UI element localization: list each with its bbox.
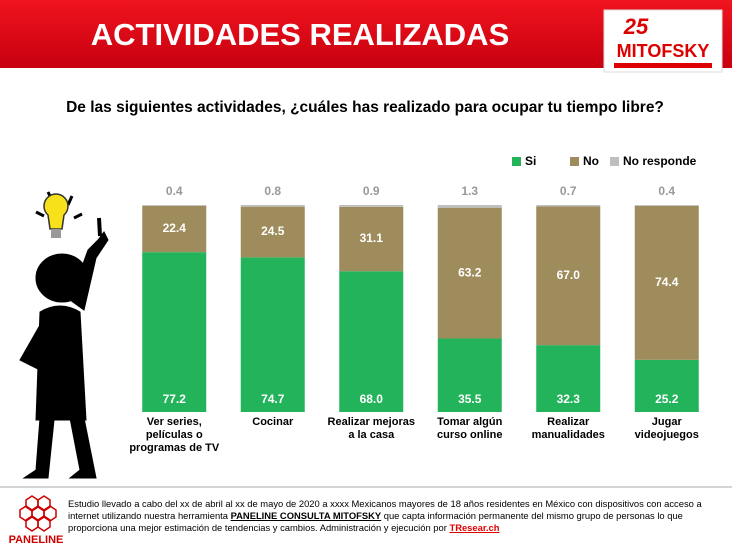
bar-segment	[339, 205, 404, 207]
bar-segment	[437, 205, 502, 208]
value-label: 35.5	[458, 392, 482, 406]
legend-label: No responde	[623, 154, 697, 168]
footer-note: Estudio llevado a cabo del xx de abril a…	[68, 498, 724, 534]
value-label: 63.2	[458, 265, 482, 279]
value-label: 31.1	[360, 231, 384, 245]
value-label: 25.2	[655, 392, 679, 406]
legend-label: No	[583, 154, 599, 168]
bar-segment	[634, 205, 699, 360]
x-tick-label: Realizar manualidades	[531, 416, 605, 441]
value-label: 0.4	[658, 184, 675, 198]
paneline-logo	[19, 495, 57, 532]
logo-box	[603, 9, 723, 73]
bar-segment	[437, 207, 502, 339]
figure	[19, 191, 109, 479]
value-label: 22.4	[163, 221, 187, 235]
footer-text: que capta información permanente del mis…	[68, 510, 683, 533]
bar-segment	[634, 205, 699, 206]
value-label: 74.4	[655, 275, 679, 289]
value-label: 77.2	[163, 392, 187, 406]
value-label: 68.0	[360, 392, 384, 406]
footer-text: Estudio llevado a cabo del xx de abril a…	[68, 498, 702, 521]
x-tick-label: Realizar mejoras a la casa	[327, 416, 415, 441]
bar-segment	[142, 252, 207, 412]
footer-logo: PANELINE	[9, 534, 64, 546]
value-label: 32.3	[557, 392, 581, 406]
x-tick-label: Ver series, películas o programas de TV	[129, 416, 220, 454]
legend-label: Si	[525, 154, 536, 168]
legend-swatch	[570, 157, 579, 166]
value-label: 74.7	[261, 392, 285, 406]
value-label: 0.8	[264, 184, 281, 198]
value-label: 24.5	[261, 224, 285, 238]
bar-segment	[536, 206, 601, 346]
legend-swatch	[512, 157, 521, 166]
logo-bar	[614, 63, 712, 68]
x-tick-label: Jugar videojuegos	[634, 416, 699, 441]
bar-segment	[240, 257, 305, 412]
bar-segment	[536, 205, 601, 207]
header-title: ACTIVIDADES REALIZADAS	[91, 17, 510, 52]
x-tick-label: Cocinar	[252, 416, 294, 428]
bar-segment	[339, 271, 404, 412]
value-label: 0.7	[560, 184, 577, 198]
value-label: 0.4	[166, 184, 183, 198]
bar-segment	[240, 206, 305, 258]
value-label: 67.0	[557, 268, 581, 282]
logo-number: 25	[623, 14, 649, 39]
x-tick-label: Tomar algún curso online	[437, 416, 503, 441]
bar-segment	[634, 359, 699, 412]
bar-segment	[142, 205, 207, 253]
footer-tool: PANELINE CONSULTA MITOFSKY	[230, 510, 382, 521]
value-label: 1.3	[461, 184, 478, 198]
bar-segment	[437, 338, 502, 412]
bar-segment	[339, 206, 404, 272]
chart-title: De las siguientes actividades, ¿cuáles h…	[66, 99, 664, 116]
footer-link[interactable]: TResear.ch	[449, 522, 500, 533]
bar-segment	[240, 205, 305, 207]
bar-segment	[142, 205, 207, 206]
value-label: 0.9	[363, 184, 380, 198]
logo-name: MITOFSKY	[617, 41, 710, 61]
bar-segment	[536, 345, 601, 412]
legend-swatch	[610, 157, 619, 166]
